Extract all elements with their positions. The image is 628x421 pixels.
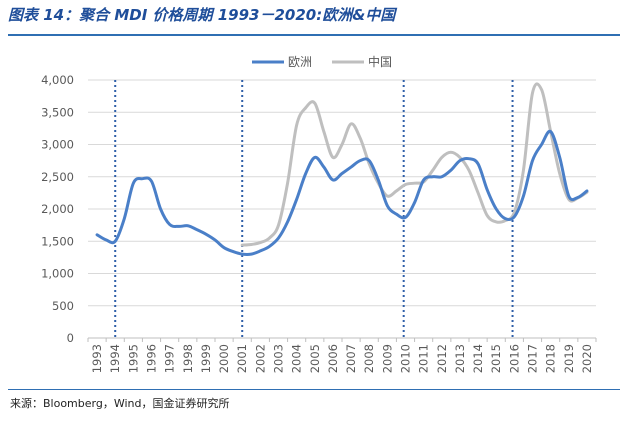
x-tick-label: 2016 [507,344,521,373]
x-tick-label: 2008 [362,344,376,373]
cycle-markers [114,80,514,338]
title-divider [8,34,620,36]
y-tick-label: 0 [67,331,74,345]
footer-divider [8,389,620,390]
x-tick-label: 2017 [526,344,540,373]
figure-title: 图表 14：聚合 MDI 价格周期 1993－2020:欧洲&中国 [8,6,396,24]
x-tick-label: 2013 [453,344,467,373]
x-tick-label: 2005 [308,344,322,373]
legend-item-europe: 欧洲 [252,55,312,69]
x-tick-label: 2007 [344,344,358,373]
y-axis: 0 500 1,000 1,500 2,000 2,500 3,000 3,500 4,000 [41,73,74,345]
x-tick-label: 2004 [290,344,304,373]
x-tick-label: 1993 [90,344,104,373]
x-tick-label: 1994 [108,344,122,373]
x-tick-label: 2010 [399,344,413,373]
x-tick-label: 1999 [199,344,213,373]
x-tick-label: 2002 [253,344,267,373]
x-tick-label: 2003 [272,344,286,373]
source-note: 来源：Bloomberg，Wind，国金证券研究所 [10,397,230,410]
x-tick-label: 1995 [126,344,140,373]
series-lines [95,82,589,257]
x-tick-label: 1996 [145,344,159,373]
y-tick-label: 1,500 [41,234,74,248]
x-tick-label: 1998 [181,344,195,373]
series-line-europe [95,129,589,257]
y-tick-label: 3,000 [41,138,74,152]
y-tick-label: 2,500 [41,170,74,184]
mdi-price-chart: 欧洲 中国 0 500 1,000 1,500 2,000 2,500 3,000 3,500 4… [41,54,597,373]
x-tick-label: 2019 [562,344,576,373]
x-tick-label: 2009 [380,344,394,373]
x-tick-label: 2006 [326,344,340,373]
x-tick-label: 2000 [217,344,231,373]
x-tick-label: 1997 [163,344,177,373]
chart-grid [88,79,596,307]
x-tick-label: 2015 [489,344,503,373]
x-axis: 1993 1994 1995 1996 1997 1998 1999 2000 2001 2002… [87,337,597,373]
x-tick-label: 2012 [435,344,449,373]
y-tick-label: 4,000 [41,73,74,87]
x-tick-label: 2011 [417,344,431,373]
x-tick-label: 2014 [471,344,485,373]
legend-label: 欧洲 [288,55,312,69]
x-tick-label: 2018 [544,344,558,373]
x-tick-label: 2020 [580,344,594,373]
y-tick-label: 500 [52,299,74,313]
legend-item-china: 中国 [332,54,392,69]
x-tick-label: 2001 [235,344,249,373]
y-tick-label: 3,500 [41,105,74,119]
y-tick-label: 1,000 [41,267,74,281]
legend-label: 中国 [368,54,392,69]
chart-legend: 欧洲 中国 [252,54,392,69]
y-tick-label: 2,000 [41,202,74,216]
series-line-china [240,82,589,247]
